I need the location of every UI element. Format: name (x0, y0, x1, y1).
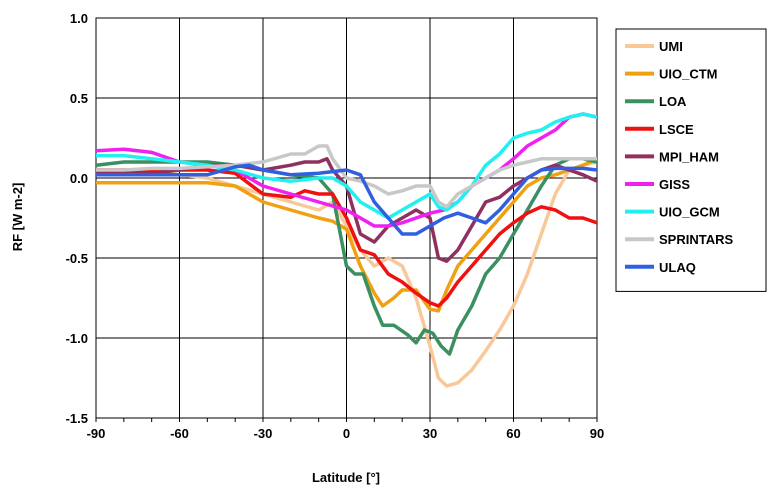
legend-label: GISS (659, 177, 690, 192)
y-axis-title: RF [W m-2] (10, 183, 25, 252)
y-tick-label: 0.0 (70, 171, 88, 186)
legend-label: UMI (659, 39, 683, 54)
x-tick-label: -30 (254, 426, 273, 441)
legend-label: ULAQ (659, 260, 696, 275)
y-tick-label: -1.0 (66, 331, 88, 346)
series-line-uio-ctm (96, 157, 597, 313)
legend-label: SPRINTARS (659, 232, 733, 247)
legend-label: UIO_CTM (659, 67, 718, 82)
x-tick-label: -90 (87, 426, 106, 441)
x-tick-label: 90 (590, 426, 604, 441)
y-tick-label: -1.5 (66, 411, 88, 426)
y-tick-label: -0.5 (66, 251, 88, 266)
x-tick-label: 30 (423, 426, 437, 441)
legend-label: MPI_HAM (659, 149, 719, 164)
x-tick-label: -60 (170, 426, 189, 441)
plot-area (95, 17, 598, 419)
legend-label: UIO_GCM (659, 205, 720, 220)
legend-label: LSCE (659, 122, 694, 137)
x-tick-label: 60 (506, 426, 520, 441)
y-tick-label: 1.0 (70, 11, 88, 26)
tick-labels: -90 -60 -30 0 30 60 90 -1.5 -1.0 -0.5 0.0 0.5 1.0 (66, 11, 605, 441)
series-line-lsce (96, 168, 597, 308)
x-tick-label: 0 (343, 426, 350, 441)
series-line-ulaq (96, 163, 597, 236)
series-layer (96, 112, 597, 388)
y-tick-label: 0.5 (70, 91, 88, 106)
x-axis-title: Latitude [°] (312, 470, 380, 485)
legend: UMI UIO_CTM LOA LSCE MPI_HAM GISS UIO_GCM SPRIN… (615, 28, 767, 292)
legend-label: LOA (659, 94, 687, 109)
